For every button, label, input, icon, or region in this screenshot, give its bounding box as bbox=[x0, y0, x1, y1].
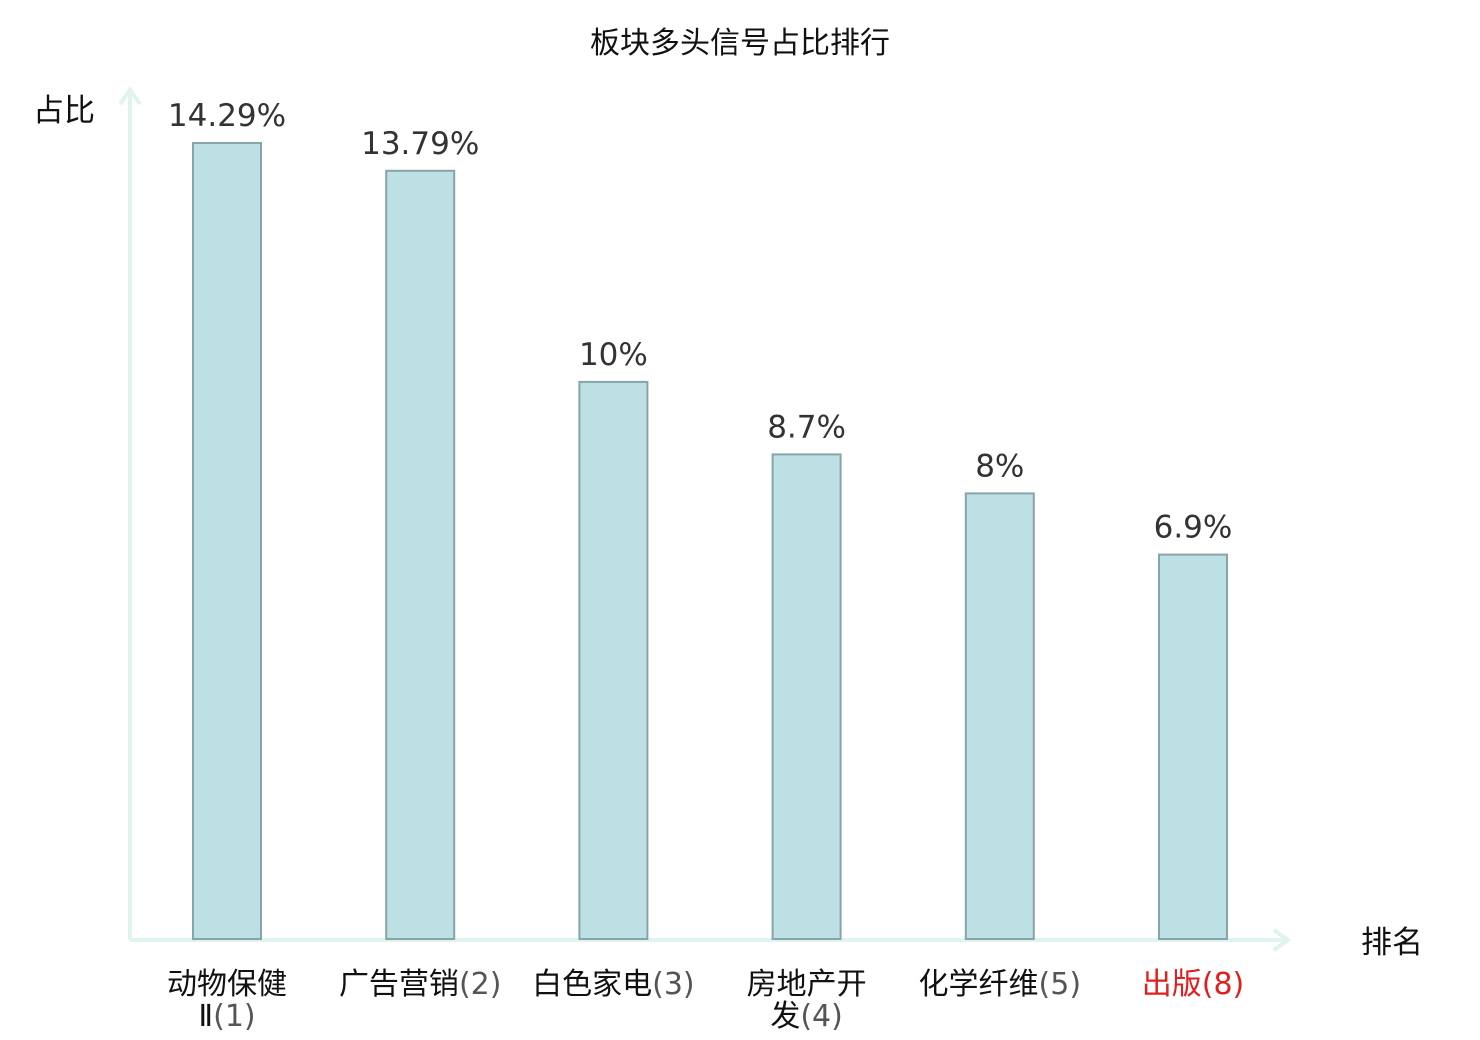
category-label: 房地产开 bbox=[747, 967, 867, 1002]
category-label: 化学纤维(5) bbox=[919, 967, 1082, 1002]
bar bbox=[385, 169, 456, 941]
y-axis-arrow-icon bbox=[118, 86, 142, 106]
bar bbox=[192, 142, 262, 940]
category-label: 广告营销(2) bbox=[339, 967, 502, 1002]
bar bbox=[964, 492, 1035, 940]
category-rank: (1) bbox=[213, 999, 256, 1034]
bar bbox=[578, 380, 649, 940]
category-rank: (3) bbox=[652, 967, 695, 1002]
category-label-line2: 发(4) bbox=[770, 999, 843, 1034]
category-name-continued: 发 bbox=[770, 999, 800, 1034]
x-axis-arrow-icon bbox=[1272, 928, 1292, 952]
category-rank: (5) bbox=[1039, 967, 1082, 1002]
category-label: 动物保健 bbox=[167, 967, 287, 1002]
category-rank: (2) bbox=[459, 967, 502, 1002]
bar-value-label: 14.29% bbox=[168, 98, 286, 134]
category-name: 房地产开 bbox=[747, 967, 867, 1002]
category-label: 出版(8) bbox=[1142, 967, 1245, 1002]
category-name: 动物保健 bbox=[167, 967, 287, 1002]
category-rank: (8) bbox=[1202, 967, 1245, 1002]
chart-title: 板块多头信号占比排行 bbox=[590, 26, 890, 61]
category-name-continued: Ⅱ bbox=[198, 999, 213, 1034]
x-axis-label: 排名 bbox=[1361, 925, 1423, 961]
category-name: 出版 bbox=[1142, 967, 1202, 1002]
value-labels-group: 14.29% 13.79% 10% 8.7% 8% 6.9% bbox=[168, 98, 1232, 546]
bar bbox=[1158, 553, 1228, 940]
bar-value-label: 6.9% bbox=[1154, 510, 1233, 546]
bar bbox=[771, 453, 842, 940]
bar-value-label: 13.79% bbox=[361, 126, 479, 162]
category-name: 白色家电 bbox=[532, 967, 652, 1002]
bars-group bbox=[192, 142, 1228, 941]
category-label: 白色家电(3) bbox=[532, 967, 695, 1002]
category-rank: (4) bbox=[800, 999, 843, 1034]
category-label-line2: Ⅱ(1) bbox=[198, 999, 255, 1034]
y-axis-label: 占比 bbox=[33, 93, 95, 129]
bar-value-label: 10% bbox=[579, 337, 648, 373]
bar-value-label: 8% bbox=[975, 448, 1024, 484]
category-name: 广告营销 bbox=[339, 967, 459, 1002]
category-name: 化学纤维 bbox=[919, 967, 1039, 1002]
bar-value-label: 8.7% bbox=[767, 409, 846, 445]
